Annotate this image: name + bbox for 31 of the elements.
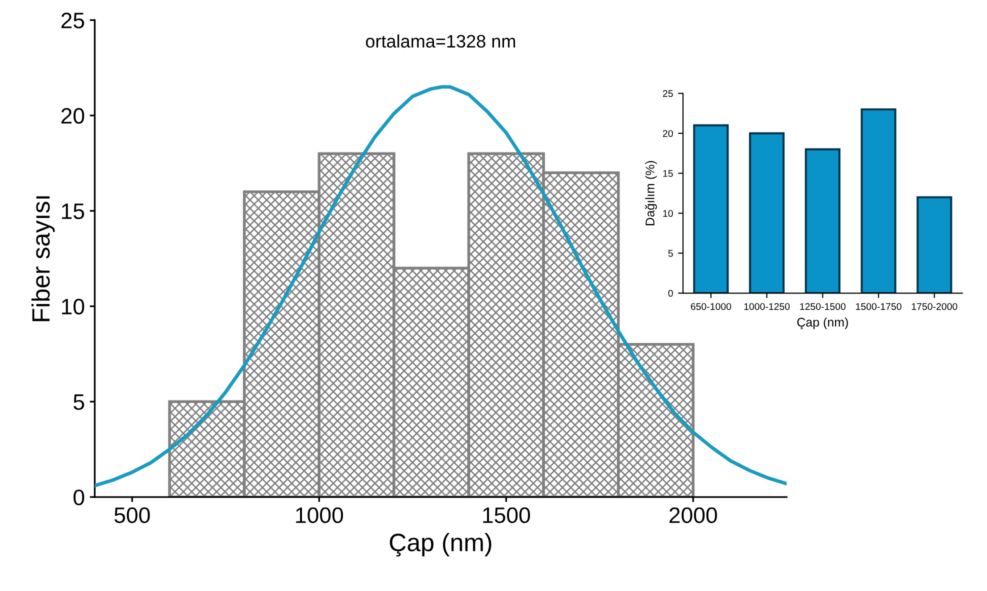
y-tick-label: 25: [662, 90, 673, 97]
y-tick-label: 20: [61, 108, 84, 124]
x-tick-label: 1000-1250: [744, 303, 790, 310]
bar: [916, 196, 952, 294]
x-tick-label: 500: [114, 507, 150, 524]
y-tick-label: 15: [663, 170, 673, 177]
y-tick-label: 0: [74, 490, 84, 506]
bar: [804, 148, 840, 294]
annotation: ortalama=1328 nm: [366, 34, 516, 48]
x-axis-title: Çap (nm): [390, 533, 492, 556]
x-tick-label: 1500: [483, 507, 530, 524]
x-tick-label: 1500-1750: [856, 303, 902, 310]
y-tick-label: 25: [61, 12, 84, 28]
x-axis-title: Çap (nm): [797, 317, 848, 330]
y-axis-title: Fiber sayısı: [31, 196, 55, 322]
bar: [860, 108, 896, 294]
y-tick-label: 10: [62, 298, 84, 315]
x-tick-label: 650-1000: [690, 303, 732, 310]
y-tick-label: 0: [668, 290, 673, 297]
x-tick-label: 2000: [670, 507, 717, 524]
bar: [693, 124, 729, 294]
y-tick-label: 10: [663, 210, 673, 217]
x-tick-label: 1750-2000: [912, 303, 958, 310]
y-tick-label: 5: [668, 250, 673, 257]
bar: [748, 132, 785, 294]
x-tick-label: 1000: [296, 507, 343, 524]
y-axis-title: Dağılım (%): [645, 161, 657, 226]
y-tick-label: 20: [662, 130, 673, 137]
x-tick-label: 1250-1500: [800, 303, 846, 310]
y-tick-label: 5: [74, 394, 84, 410]
y-tick-label: 15: [62, 204, 84, 220]
